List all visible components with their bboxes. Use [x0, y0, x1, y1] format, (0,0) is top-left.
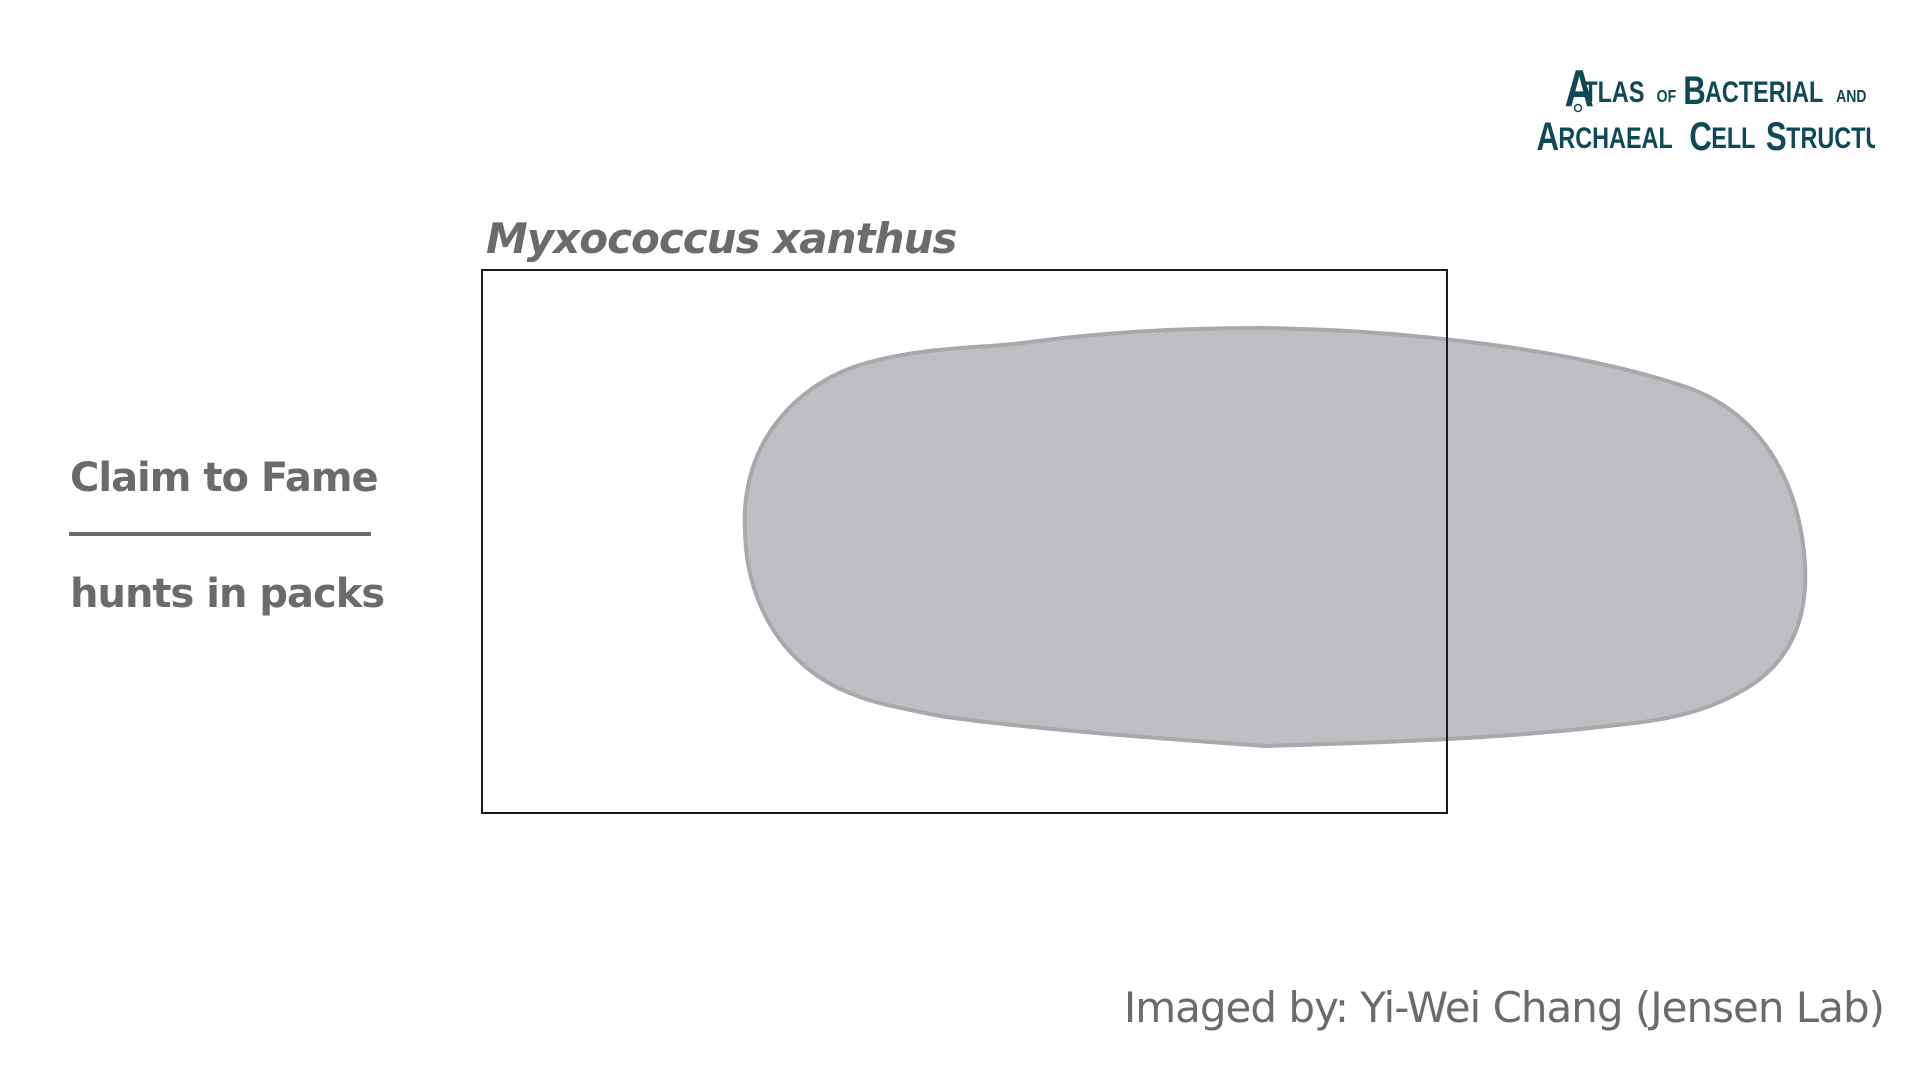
- species-name: Myxococcus xanthus: [486, 214, 957, 263]
- svg-text:TRUCTURE: TRUCTURE: [1786, 121, 1875, 154]
- claim-divider: [69, 532, 371, 536]
- atlas-logo: A TLAS OF B ACTERIAL AND A RCHAEAL C ELL…: [1535, 58, 1875, 158]
- svg-text:ACTERIAL: ACTERIAL: [1705, 75, 1823, 108]
- svg-text:ELL: ELL: [1711, 121, 1755, 154]
- svg-text:OF: OF: [1657, 86, 1677, 106]
- svg-text:S: S: [1766, 114, 1787, 158]
- svg-text:A: A: [1537, 114, 1560, 158]
- claim-heading: Claim to Fame: [70, 455, 379, 501]
- svg-text:TLAS: TLAS: [1583, 75, 1644, 108]
- field-of-view-frame: [481, 269, 1448, 814]
- svg-text:B: B: [1683, 68, 1706, 113]
- image-credit: Imaged by: Yi-Wei Chang (Jensen Lab): [1123, 983, 1885, 1032]
- claim-text: hunts in packs: [70, 571, 385, 617]
- svg-text:C: C: [1689, 114, 1712, 158]
- svg-text:RCHAEAL: RCHAEAL: [1558, 121, 1672, 154]
- cell-outline: [742, 325, 1808, 749]
- svg-text:AND: AND: [1836, 86, 1866, 106]
- atlas-logo-graphic: A TLAS OF B ACTERIAL AND A RCHAEAL C ELL…: [1537, 59, 1875, 158]
